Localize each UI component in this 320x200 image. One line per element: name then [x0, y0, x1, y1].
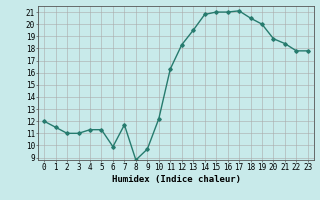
X-axis label: Humidex (Indice chaleur): Humidex (Indice chaleur) — [111, 175, 241, 184]
